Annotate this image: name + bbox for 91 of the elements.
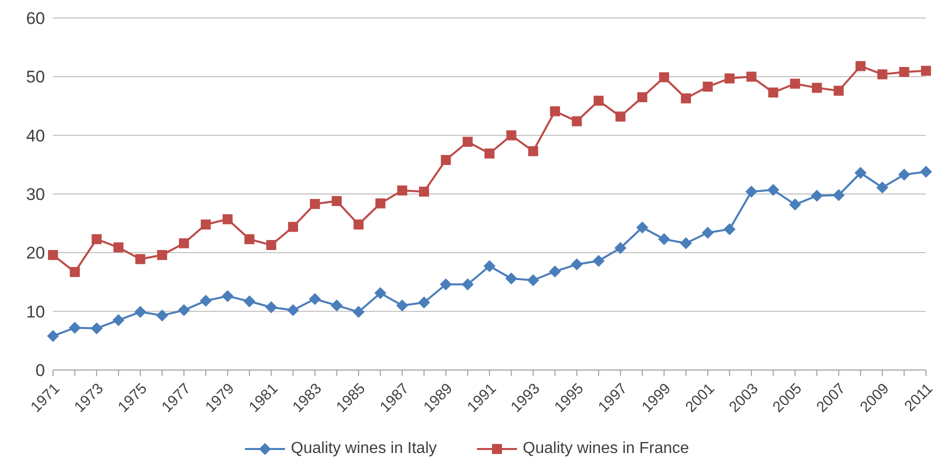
point (135, 254, 146, 264)
point (462, 278, 474, 290)
point (680, 93, 691, 104)
point (877, 69, 888, 80)
point (440, 154, 451, 165)
point (134, 306, 146, 318)
point (594, 96, 604, 106)
point (375, 198, 386, 208)
point (70, 267, 80, 278)
point (200, 294, 212, 307)
y-tick-label: 50 (26, 68, 45, 87)
point (658, 233, 670, 246)
point (265, 301, 278, 314)
point (528, 146, 538, 156)
point (440, 278, 452, 290)
y-tick-label: 40 (26, 126, 45, 146)
point (680, 237, 692, 250)
point (548, 265, 561, 278)
point (92, 234, 102, 244)
point (396, 299, 408, 312)
point (113, 242, 124, 252)
point (287, 304, 300, 316)
point (637, 92, 648, 102)
point (156, 309, 168, 322)
point (288, 222, 298, 232)
point (921, 66, 931, 76)
point (614, 242, 626, 254)
point (484, 148, 494, 159)
point (330, 299, 343, 312)
point (832, 189, 845, 202)
point (899, 66, 910, 77)
point (178, 304, 190, 316)
point (724, 73, 735, 84)
legend-label: Quality wines in Italy (290, 440, 437, 458)
y-tick-label: 20 (26, 244, 45, 263)
point (745, 186, 758, 198)
point (790, 78, 800, 89)
point (810, 190, 823, 202)
y-tick-label: 30 (26, 185, 45, 204)
point (462, 136, 473, 147)
point (876, 182, 888, 194)
point (550, 106, 560, 116)
legend-label: Quality wines in France (522, 440, 690, 458)
point (243, 295, 256, 308)
y-tick-label: 60 (26, 9, 45, 28)
point (834, 86, 844, 96)
point (418, 296, 430, 309)
point (352, 306, 365, 318)
point (746, 72, 756, 82)
point (484, 260, 496, 272)
point (48, 250, 58, 260)
point (920, 166, 932, 178)
point (112, 314, 124, 326)
point (308, 293, 321, 306)
point (768, 88, 778, 98)
point (310, 198, 320, 209)
point (527, 274, 540, 286)
point (702, 226, 714, 239)
point (178, 238, 189, 248)
point (397, 185, 408, 196)
point (68, 322, 81, 334)
point (90, 322, 103, 334)
point (854, 166, 867, 179)
y-tick-label: 0 (36, 361, 45, 380)
point (898, 168, 910, 181)
point (200, 220, 211, 230)
point (157, 250, 168, 260)
point (856, 61, 866, 72)
point (506, 130, 516, 140)
point (374, 287, 386, 300)
point (505, 272, 518, 284)
point (702, 82, 713, 92)
point (419, 186, 430, 197)
point (222, 214, 233, 224)
point (570, 258, 583, 270)
point (332, 196, 342, 206)
point (572, 116, 582, 126)
y-tick-label: 10 (26, 302, 45, 322)
point (812, 82, 822, 93)
point (636, 221, 648, 234)
point (789, 198, 802, 211)
point (592, 254, 605, 267)
point (354, 220, 364, 230)
point (724, 223, 736, 236)
point (266, 240, 276, 250)
point (244, 234, 254, 244)
point (615, 112, 626, 122)
point (222, 290, 234, 302)
point (47, 330, 59, 342)
point (659, 72, 670, 82)
point (767, 184, 780, 196)
